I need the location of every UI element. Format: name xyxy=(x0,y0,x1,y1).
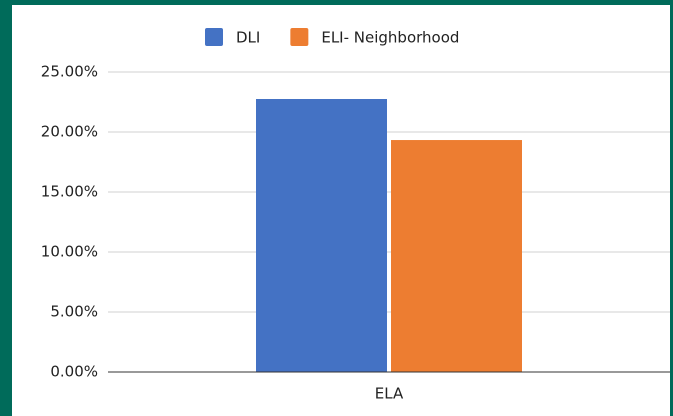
y-tick-label: 20.00% xyxy=(41,123,98,141)
y-tick-label: 10.00% xyxy=(41,243,98,261)
x-tick-label: ELA xyxy=(375,385,404,403)
legend-label: ELI- Neighborhood xyxy=(321,29,459,47)
legend-swatch xyxy=(205,28,223,46)
bar xyxy=(256,99,387,372)
bar xyxy=(391,140,522,372)
y-tick-label: 0.00% xyxy=(50,363,98,381)
y-tick-label: 5.00% xyxy=(50,303,98,321)
y-tick-label: 15.00% xyxy=(41,183,98,201)
y-tick-label: 25.00% xyxy=(41,63,98,81)
legend-swatch xyxy=(290,28,309,46)
legend-label: DLI xyxy=(236,29,260,47)
